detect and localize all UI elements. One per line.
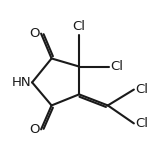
Text: Cl: Cl <box>135 83 148 96</box>
Text: O: O <box>29 27 39 40</box>
Text: Cl: Cl <box>135 117 148 130</box>
Text: Cl: Cl <box>111 60 124 73</box>
Text: Cl: Cl <box>73 20 86 33</box>
Text: O: O <box>29 123 39 136</box>
Text: HN: HN <box>11 76 31 89</box>
